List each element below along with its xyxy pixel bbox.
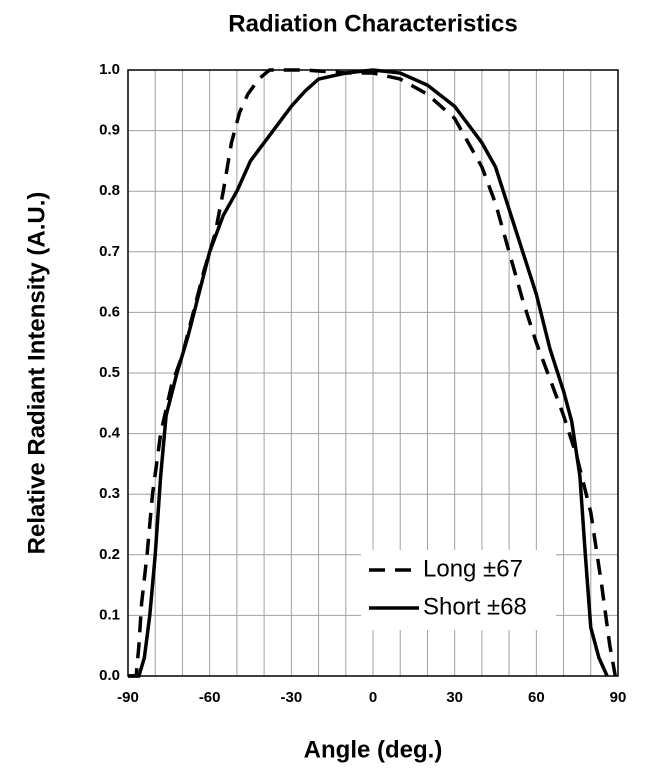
y-tick-label: 0.9 xyxy=(99,122,120,139)
legend-label: Short ±68 xyxy=(423,593,527,620)
x-tick-label: 60 xyxy=(528,689,545,706)
y-tick-label: 0.0 xyxy=(99,667,120,684)
x-tick-label: 0 xyxy=(369,689,377,706)
y-tick-label: 0.4 xyxy=(99,425,121,442)
x-tick-label: -90 xyxy=(117,689,139,706)
x-axis-label: Angle (deg.) xyxy=(304,736,443,763)
line-series xyxy=(128,68,609,678)
y-tick-label: 0.2 xyxy=(99,546,120,563)
x-tick-label: -30 xyxy=(280,689,302,706)
y-tick-label: 1.0 xyxy=(99,61,120,78)
legend-box xyxy=(361,550,556,630)
y-tick-label: 0.7 xyxy=(99,243,120,260)
y-tick-label: 0.1 xyxy=(99,606,120,623)
chart-title: Radiation Characteristics xyxy=(228,10,517,37)
y-tick-label: 0.6 xyxy=(99,303,120,320)
y-axis-label: Relative Radiant Intensity (A.U.) xyxy=(23,192,50,555)
x-tick-label: 90 xyxy=(610,689,627,706)
line-series xyxy=(128,68,618,678)
legend-label: Long ±67 xyxy=(423,555,523,582)
x-tick-label: -60 xyxy=(199,689,221,706)
y-tick-label: 0.5 xyxy=(99,364,120,381)
y-tick-label: 0.3 xyxy=(99,485,120,502)
y-tick-label: 0.8 xyxy=(99,182,120,199)
x-tick-label: 30 xyxy=(446,689,463,706)
